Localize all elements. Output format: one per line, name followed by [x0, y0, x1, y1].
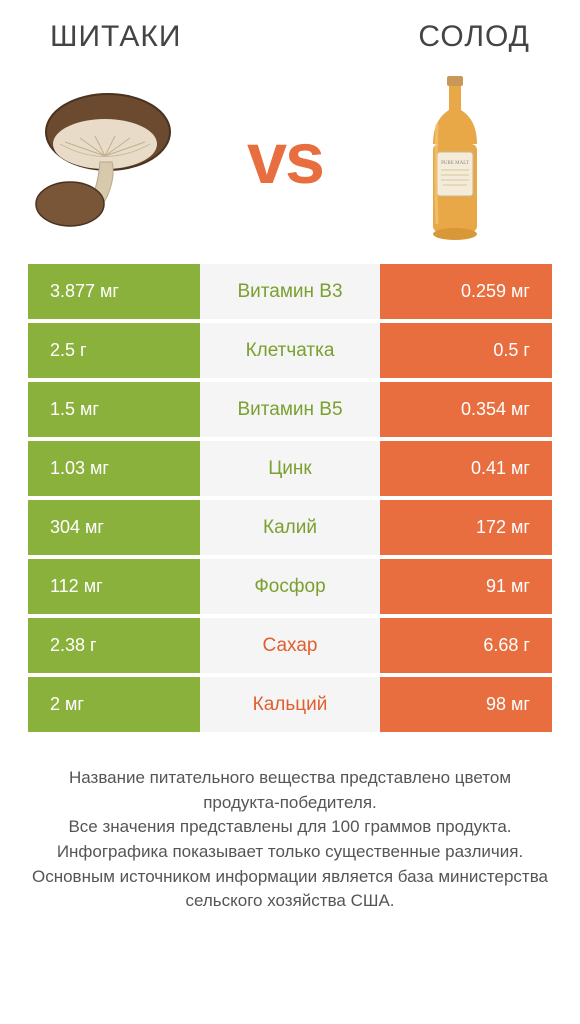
- header: ШИТАКИ СОЛОД: [0, 0, 580, 64]
- value-right: 6.68 г: [380, 618, 552, 673]
- malt-bottle-image: PURE MALT: [370, 74, 540, 244]
- footer-line: Инфографика показывает только существенн…: [30, 840, 550, 865]
- nutrient-name: Цинк: [200, 441, 380, 496]
- value-left: 304 мг: [28, 500, 200, 555]
- footer-line: Название питательного вещества представл…: [30, 766, 550, 815]
- footer-line: Все значения представлены для 100 граммо…: [30, 815, 550, 840]
- value-left: 2.5 г: [28, 323, 200, 378]
- footer-line: Основным источником информации является …: [30, 865, 550, 914]
- table-row: 3.877 мгВитамин B30.259 мг: [28, 264, 552, 319]
- title-right: СОЛОД: [418, 20, 530, 54]
- value-left: 1.03 мг: [28, 441, 200, 496]
- value-right: 0.354 мг: [380, 382, 552, 437]
- value-left: 3.877 мг: [28, 264, 200, 319]
- nutrient-name: Фосфор: [200, 559, 380, 614]
- title-left: ШИТАКИ: [50, 20, 181, 54]
- table-row: 2.5 гКлетчатка0.5 г: [28, 323, 552, 378]
- vs-label: vs: [247, 118, 323, 200]
- table-row: 1.5 мгВитамин B50.354 мг: [28, 382, 552, 437]
- value-right: 172 мг: [380, 500, 552, 555]
- nutrient-name: Кальций: [200, 677, 380, 732]
- svg-text:PURE MALT: PURE MALT: [441, 161, 469, 166]
- nutrient-name: Клетчатка: [200, 323, 380, 378]
- table-row: 112 мгФосфор91 мг: [28, 559, 552, 614]
- shiitake-image: [30, 74, 200, 244]
- nutrient-name: Калий: [200, 500, 380, 555]
- image-row: vs PURE MALT: [0, 64, 580, 264]
- value-right: 0.259 мг: [380, 264, 552, 319]
- value-right: 0.41 мг: [380, 441, 552, 496]
- value-right: 91 мг: [380, 559, 552, 614]
- value-left: 112 мг: [28, 559, 200, 614]
- value-left: 2 мг: [28, 677, 200, 732]
- value-left: 1.5 мг: [28, 382, 200, 437]
- value-left: 2.38 г: [28, 618, 200, 673]
- nutrient-name: Сахар: [200, 618, 380, 673]
- table-row: 2.38 гСахар6.68 г: [28, 618, 552, 673]
- nutrient-table: 3.877 мгВитамин B30.259 мг2.5 гКлетчатка…: [0, 264, 580, 736]
- table-row: 2 мгКальций98 мг: [28, 677, 552, 732]
- nutrient-name: Витамин B5: [200, 382, 380, 437]
- nutrient-name: Витамин B3: [200, 264, 380, 319]
- footer-note: Название питательного вещества представл…: [0, 736, 580, 914]
- value-right: 0.5 г: [380, 323, 552, 378]
- table-row: 304 мгКалий172 мг: [28, 500, 552, 555]
- table-row: 1.03 мгЦинк0.41 мг: [28, 441, 552, 496]
- value-right: 98 мг: [380, 677, 552, 732]
